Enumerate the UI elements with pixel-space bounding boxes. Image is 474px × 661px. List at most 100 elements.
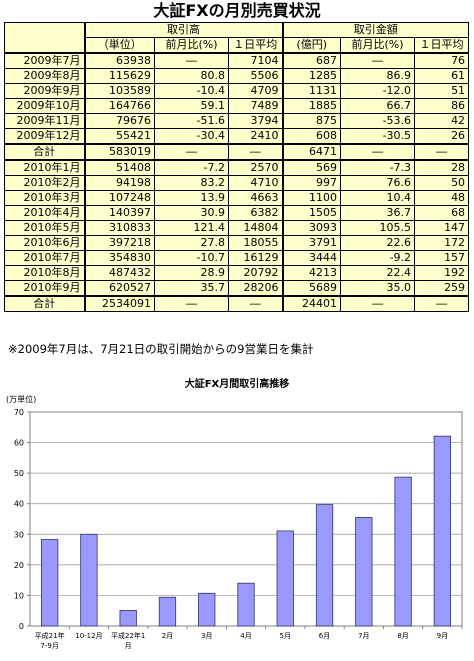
row-label: 2010年1月 — [4, 159, 85, 176]
table-cell: -10.7 — [154, 250, 229, 266]
row-label: 2010年8月 — [4, 265, 85, 281]
table-cell: 6471 — [281, 143, 342, 161]
table-cell: 68 — [414, 205, 470, 221]
bar — [315, 504, 334, 627]
table-cell: 36.7 — [340, 205, 416, 221]
row-label: 合計 — [4, 143, 85, 161]
table-cell: 2570 — [227, 159, 284, 176]
row-label: 2010年2月 — [4, 175, 85, 191]
table-cell: 105.5 — [340, 220, 416, 236]
table-cell: ― — [340, 295, 416, 312]
table-cell: 86 — [414, 98, 470, 114]
table-row: 2009年8月 115629 80.8 5506 1285 86.9 61 — [4, 68, 470, 84]
table-cell: 147 — [414, 220, 470, 236]
header-volume-group: 取引高 — [83, 22, 284, 38]
table-cell: 80.8 — [154, 68, 229, 84]
table-cell: 583019 — [83, 143, 155, 161]
table-cell: 22.4 — [340, 265, 416, 281]
table-corner-cell — [4, 22, 85, 54]
table-cell: 397218 — [83, 235, 155, 251]
table-cell: 687 — [281, 52, 342, 69]
table-cell: 30.9 — [154, 205, 229, 221]
x-tick-label: 7-9月 — [40, 642, 58, 650]
table-cell: ― — [154, 295, 229, 312]
table-cell: 7104 — [227, 52, 284, 69]
table-cell: 3794 — [227, 113, 284, 129]
header-sub-cell: （単位） — [83, 37, 155, 54]
x-tick-label: 平成21年 — [35, 631, 65, 640]
y-tick-label: 70 — [14, 408, 24, 417]
table-cell: 51408 — [83, 159, 155, 176]
x-tick-label: 5月 — [280, 632, 291, 640]
table-cell: 2534091 — [83, 295, 155, 312]
table-cell: 1285 — [281, 68, 342, 84]
table-cell: 2410 — [227, 128, 284, 145]
table-cell: 28.9 — [154, 265, 229, 281]
table-cell: ― — [414, 295, 470, 312]
table-cell: 3093 — [281, 220, 342, 236]
table-cell: ― — [227, 143, 284, 161]
bar — [119, 610, 137, 627]
table-row: 2010年5月 310833 121.4 14804 3093 105.5 147 — [4, 220, 470, 236]
bar — [433, 435, 452, 627]
table-cell: 7489 — [227, 98, 284, 114]
table-cell: 4710 — [227, 175, 284, 191]
x-tick-label: 10-12月 — [75, 632, 102, 640]
table-cell: 59.1 — [154, 98, 229, 114]
x-tick-label: 9月 — [437, 632, 448, 640]
table-row: 2010年2月 94198 83.2 4710 997 76.6 50 — [4, 175, 470, 191]
table-cell: 569 — [281, 159, 342, 176]
x-tick-label: 3月 — [201, 632, 212, 640]
table-row: 2010年7月 354830 -10.7 16129 3444 -9.2 157 — [4, 250, 470, 266]
table-cell: 1131 — [281, 83, 342, 99]
table-total-row: 合計 2534091 ― ― 24401 ― ― — [4, 295, 470, 312]
table-cell: 354830 — [83, 250, 155, 266]
table-row: 2009年10月 164766 59.1 7489 1885 66.7 86 — [4, 98, 470, 114]
table-row: 2010年3月 107248 13.9 4663 1100 10.4 48 — [4, 190, 470, 206]
table-cell: 192 — [414, 265, 470, 281]
chart-title: 大証FX月間取引高推移 — [184, 379, 290, 390]
y-axis-label: (万単位) — [6, 394, 36, 404]
x-tick-label: 2月 — [162, 632, 173, 640]
table-cell: ― — [414, 143, 470, 161]
table-cell: 66.7 — [340, 98, 416, 114]
table-cell: -7.3 — [340, 159, 416, 176]
bar — [40, 539, 59, 627]
table-cell: -51.6 — [154, 113, 229, 129]
table-cell: 4663 — [227, 190, 284, 206]
header-sub-cell: 前月比(%) — [340, 37, 416, 54]
table-cell: 61 — [414, 68, 470, 84]
table-cell: 55421 — [83, 128, 155, 145]
table-row: 2010年1月 51408 -7.2 2570 569 -7.3 28 — [4, 159, 470, 176]
y-tick-label: 0 — [19, 622, 24, 631]
table-cell: 157 — [414, 250, 470, 266]
table-cell: 115629 — [83, 68, 155, 84]
bar — [198, 592, 216, 627]
table-cell: 76 — [414, 52, 470, 69]
table-cell: 620527 — [83, 280, 155, 297]
table-cell: 4709 — [227, 83, 284, 99]
table-cell: -7.2 — [154, 159, 229, 176]
y-tick-label: 20 — [14, 561, 24, 570]
table-cell: 310833 — [83, 220, 155, 236]
table-cell: 18055 — [227, 235, 284, 251]
table-cell: -30.4 — [154, 128, 229, 145]
row-label: 2010年7月 — [4, 250, 85, 266]
table-cell: 50 — [414, 175, 470, 191]
table-cell: 164766 — [83, 98, 155, 114]
table-row: 2009年7月 63938 ― 7104 687 ― 76 — [4, 52, 470, 69]
table-cell: 86.9 — [340, 68, 416, 84]
header-sub-cell: １日平均 — [227, 37, 284, 54]
table-cell: 22.6 — [340, 235, 416, 251]
table-cell: 5506 — [227, 68, 284, 84]
x-tick-label: 6月 — [319, 632, 330, 640]
table-cell: 107248 — [83, 190, 155, 206]
table-cell: 1100 — [281, 190, 342, 206]
table-cell: -12.0 — [340, 83, 416, 99]
row-label: 2010年9月 — [4, 280, 85, 297]
table-cell: 1885 — [281, 98, 342, 114]
table-cell: 63938 — [83, 52, 155, 69]
table-row: 2010年6月 397218 27.8 18055 3791 22.6 172 — [4, 235, 470, 251]
header-sub-cell: １日平均 — [414, 37, 470, 54]
table-cell: 487432 — [83, 265, 155, 281]
